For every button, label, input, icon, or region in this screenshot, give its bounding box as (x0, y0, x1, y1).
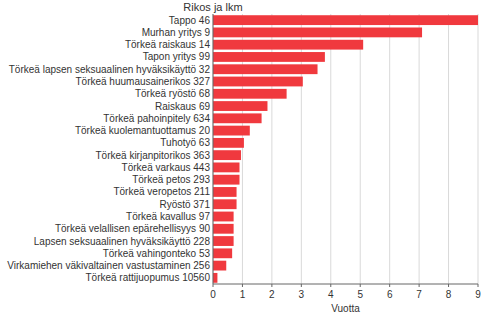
y-axis (213, 14, 214, 284)
bar (213, 187, 237, 197)
bars (213, 15, 478, 283)
category-label: Lapsen seksuaalinen hyväksikäyttö 228 (34, 236, 211, 247)
bar (213, 261, 226, 271)
grid-line (213, 14, 214, 284)
bar (213, 52, 325, 62)
grid-line (389, 14, 390, 284)
bar (213, 236, 234, 246)
bar (213, 40, 363, 50)
bar (213, 28, 422, 38)
category-label: Tapon yritys 99 (143, 51, 211, 62)
bar (213, 212, 234, 222)
category-label: Tappo 46 (169, 15, 211, 26)
bar (213, 64, 318, 74)
bar (213, 89, 287, 99)
grid-line (330, 14, 331, 284)
category-label: Törkeä raiskaus 14 (125, 39, 210, 50)
category-label: Murhan yritys 9 (142, 27, 211, 38)
category-label: Raiskaus 69 (155, 101, 210, 112)
category-label: Törkeä velallisen epärehellisyys 90 (55, 223, 211, 234)
tick-label: 9 (475, 289, 481, 300)
bar (213, 273, 217, 283)
tick-label: 3 (299, 289, 305, 300)
grid-line (478, 14, 479, 284)
bar (213, 163, 240, 173)
category-label: Törkeä kirjanpitorikos 363 (96, 150, 211, 161)
bar (213, 138, 244, 148)
bar (213, 150, 241, 160)
category-label: Törkeä huumausainerikos 327 (75, 76, 210, 87)
bar (213, 101, 267, 111)
tick-label: 5 (357, 289, 363, 300)
tick-label: 2 (269, 289, 275, 300)
tick-label: 6 (387, 289, 393, 300)
bar (213, 126, 250, 136)
chart: 0123456789Tappo 46Murhan yritys 9Törkeä … (0, 0, 482, 318)
category-label: Törkeä vahingonteko 53 (103, 248, 211, 259)
category-label: Ryöstö 371 (159, 199, 210, 210)
bar (213, 224, 234, 234)
category-label: Törkeä rattijuopumus 10560 (85, 272, 210, 283)
x-axis-label: Vuotta (331, 303, 360, 314)
category-label: Törkeä lapsen seksuaalinen hyväksikäyttö… (9, 64, 211, 75)
grid-line (419, 14, 420, 284)
x-axis (213, 284, 478, 285)
tick-label: 4 (328, 289, 334, 300)
category-label: Tuhotyö 63 (160, 137, 210, 148)
category-label: Törkeä kuolemantuottamus 20 (75, 125, 211, 136)
bar (213, 199, 237, 209)
category-label: Törkeä varkaus 443 (122, 162, 211, 173)
tick-label: 7 (416, 289, 422, 300)
grid-line (360, 14, 361, 284)
category-label: Virkamiehen väkivaltainen vastustaminen … (7, 260, 210, 271)
category-label: Törkeä ryöstö 68 (135, 88, 210, 99)
bar (213, 77, 303, 87)
bar (213, 113, 262, 123)
category-label: Törkeä petos 293 (132, 174, 210, 185)
bar (213, 175, 240, 185)
title: Rikos ja lkm (183, 1, 242, 13)
category-label: Törkeä veropetos 211 (113, 186, 210, 197)
tick-label: 1 (240, 289, 246, 300)
bar (213, 15, 478, 25)
grid-line (448, 14, 449, 284)
category-label: Törkeä pahoinpitely 634 (103, 113, 210, 124)
bar (213, 248, 232, 258)
tick-label: 8 (446, 289, 452, 300)
tick-label: 0 (210, 289, 216, 300)
category-label: Törkeä kavallus 97 (126, 211, 210, 222)
